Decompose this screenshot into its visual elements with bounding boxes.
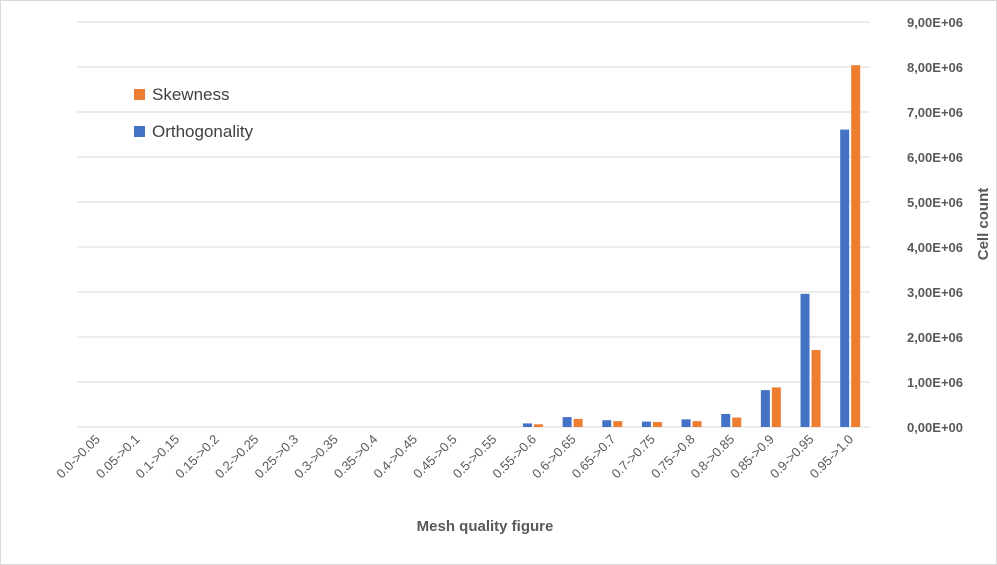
bar-orthogonality-19 <box>840 129 850 428</box>
bar-orthogonality-14 <box>641 421 651 427</box>
y-tick-label: 3,00E+06 <box>907 285 963 300</box>
bar-skewness-11 <box>533 424 543 427</box>
legend-swatch-skewness <box>134 89 145 100</box>
y-axis-tick-labels: 0,00E+00 1,00E+06 2,00E+06 3,00E+06 4,00E+06… <box>907 15 963 435</box>
bar-orthogonality-15 <box>681 419 691 427</box>
legend-swatch-orthogonality <box>134 126 145 137</box>
y-tick-label: 8,00E+06 <box>907 60 963 75</box>
bar-skewness-13 <box>613 421 623 427</box>
x-axis-title: Mesh quality figure <box>417 518 554 535</box>
bar-skewness-16 <box>732 417 742 427</box>
y-tick-label: 4,00E+06 <box>907 240 963 255</box>
legend: Skewness Orthogonality <box>134 85 254 141</box>
bar-orthogonality-12 <box>562 417 572 427</box>
legend-label-skewness: Skewness <box>152 85 229 104</box>
bar-orthogonality-17 <box>760 390 770 427</box>
bar-orthogonality-16 <box>721 413 731 427</box>
bar-skewness-17 <box>771 387 781 427</box>
bar-orthogonality-11 <box>522 423 532 427</box>
bar-skewness-12 <box>573 418 583 427</box>
y-tick-label: 1,00E+06 <box>907 375 963 390</box>
x-axis-tick-labels: 0.0->0.050.05->0.10.1->0.150.15->0.20.2-… <box>53 432 856 482</box>
bar-skewness-19 <box>851 65 861 427</box>
legend-label-orthogonality: Orthogonality <box>152 122 254 141</box>
bar-skewness-14 <box>652 422 662 427</box>
y-tick-label: 0,00E+00 <box>907 420 963 435</box>
y-axis-title: Cell count <box>975 188 992 261</box>
bar-skewness-15 <box>692 421 702 427</box>
y-tick-label: 2,00E+06 <box>907 330 963 345</box>
y-tick-label: 5,00E+06 <box>907 195 963 210</box>
bars <box>522 65 861 428</box>
y-tick-label: 7,00E+06 <box>907 105 963 120</box>
bar-orthogonality-18 <box>800 293 810 427</box>
bar-orthogonality-13 <box>602 420 612 427</box>
bar-skewness-18 <box>811 350 821 427</box>
y-tick-label: 6,00E+06 <box>907 150 963 165</box>
x-tick-label: 0.95->1.0 <box>807 432 857 482</box>
y-tick-label: 9,00E+06 <box>907 15 963 30</box>
gridlines <box>77 21 870 428</box>
